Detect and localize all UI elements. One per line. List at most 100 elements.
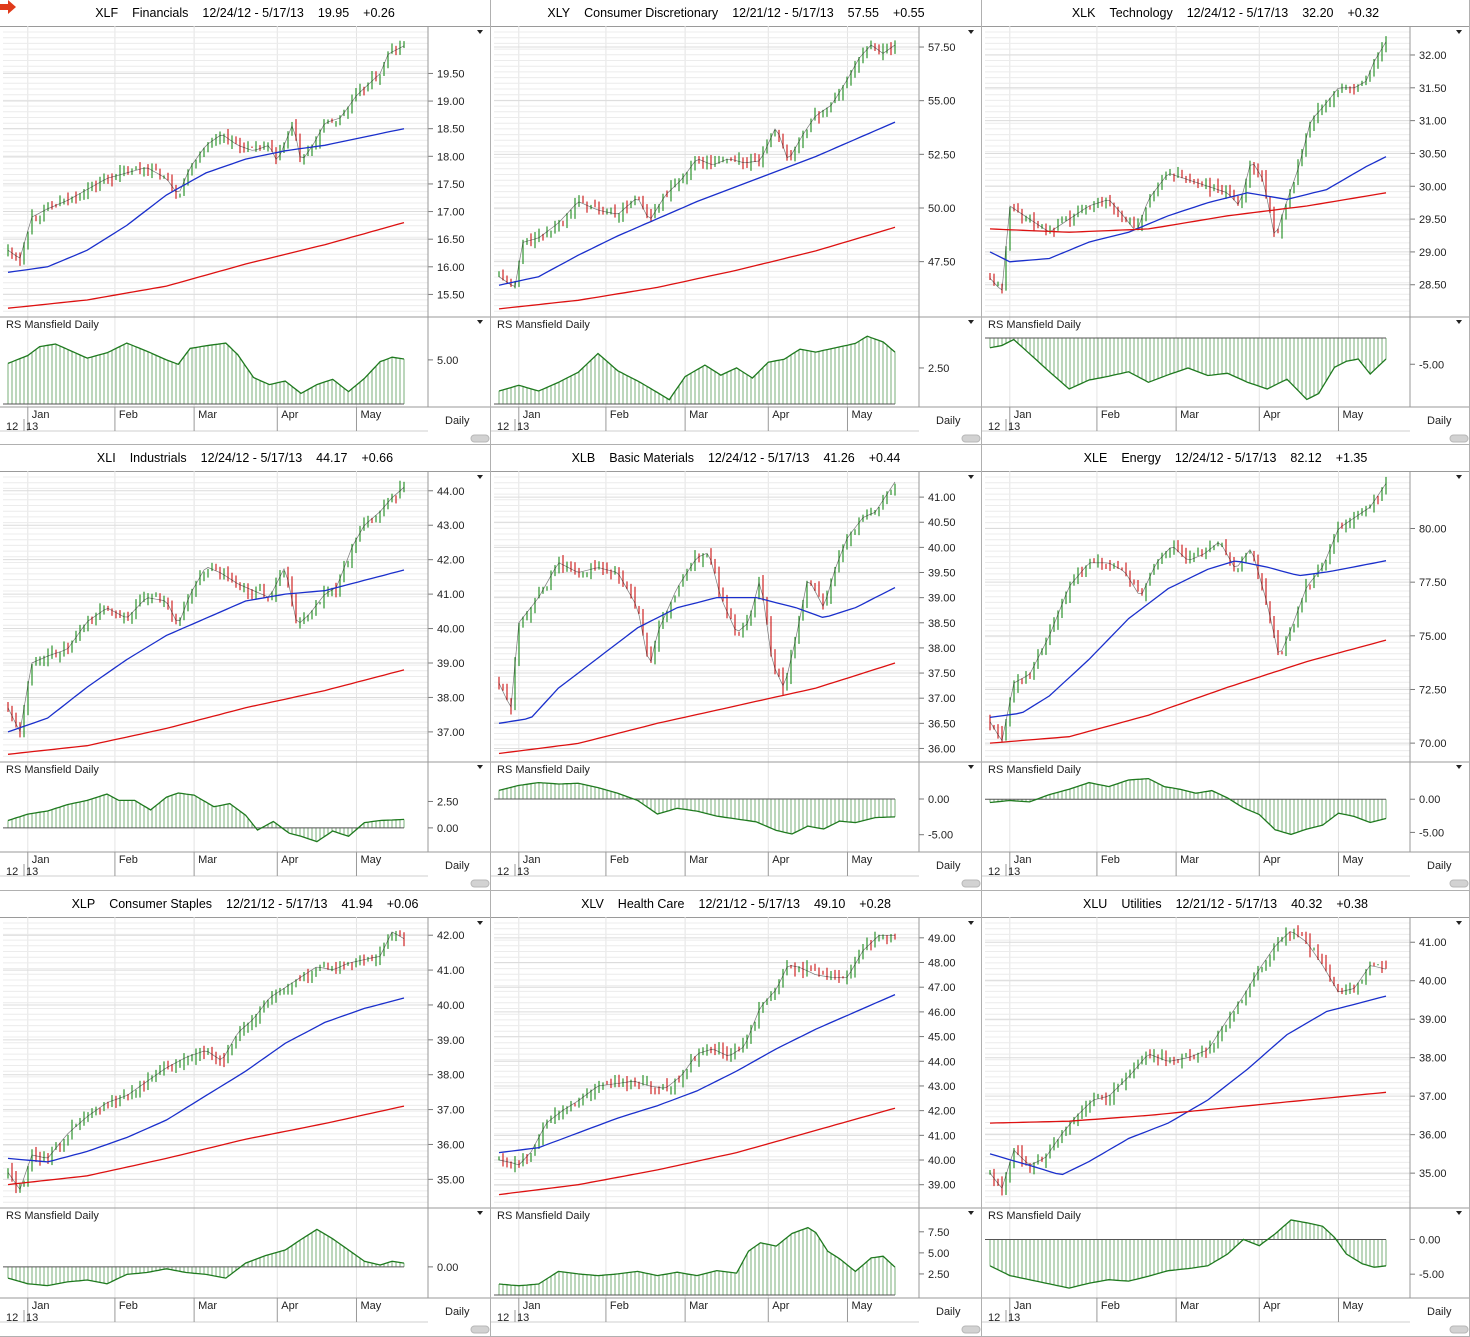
ma-long-line bbox=[989, 639, 1387, 744]
scroll-handle[interactable] bbox=[470, 1325, 490, 1334]
period-label[interactable]: Daily bbox=[936, 1306, 961, 1318]
rs-line bbox=[989, 777, 1387, 836]
ma-long-line bbox=[7, 221, 405, 309]
axis-menu-icon[interactable] bbox=[1456, 30, 1462, 34]
axis-menu-icon[interactable] bbox=[1456, 320, 1462, 324]
price-tick-label: 43.00 bbox=[928, 1081, 956, 1093]
period-label[interactable]: Daily bbox=[445, 1306, 470, 1318]
period-label[interactable]: Daily bbox=[1427, 1306, 1452, 1318]
x-tick-label: Jan bbox=[32, 854, 50, 866]
chart-last-price: 44.17 bbox=[316, 451, 348, 465]
price-tick-label: 37.00 bbox=[928, 693, 956, 705]
chart-panel-xlv[interactable]: XLV Health Care 12/21/12 - 5/17/13 49.10 +0.… bbox=[491, 891, 982, 1337]
axis-menu-icon[interactable] bbox=[968, 320, 974, 324]
price-tick-label: 57.50 bbox=[928, 42, 956, 54]
price-line bbox=[7, 487, 405, 733]
year-label-left: 12 bbox=[6, 866, 18, 878]
chart-panel-xly[interactable]: XLY Consumer Discretionary 12/21/12 - 5/17… bbox=[491, 0, 982, 445]
chart-name: Technology bbox=[1109, 6, 1173, 20]
price-tick-label: 40.00 bbox=[1419, 976, 1447, 988]
rs-tick-label: -5.00 bbox=[928, 830, 953, 842]
chart-name: Health Care bbox=[617, 897, 685, 911]
scroll-handle[interactable] bbox=[961, 1325, 981, 1334]
axis-menu-icon[interactable] bbox=[477, 475, 483, 479]
price-tick-label: 42.00 bbox=[928, 1106, 956, 1118]
chart-last-price: 40.32 bbox=[1291, 897, 1323, 911]
price-tick-label: 37.00 bbox=[437, 1105, 465, 1117]
axis-menu-icon[interactable] bbox=[477, 921, 483, 925]
scroll-handle[interactable] bbox=[1449, 1325, 1469, 1334]
x-tick-label: Jan bbox=[523, 854, 541, 866]
price-tick-label: 70.00 bbox=[1419, 738, 1447, 750]
chart-change: +0.26 bbox=[363, 6, 395, 20]
axis-menu-icon[interactable] bbox=[968, 30, 974, 34]
chart-symbol: XLF bbox=[95, 6, 119, 20]
axis-menu-icon[interactable] bbox=[477, 30, 483, 34]
axis-menu-icon[interactable] bbox=[477, 1211, 483, 1215]
chart-panel-xlu[interactable]: XLU Utilities 12/21/12 - 5/17/13 40.32 +0.38… bbox=[982, 891, 1470, 1337]
period-label[interactable]: Daily bbox=[936, 860, 961, 872]
arrow-right-icon[interactable] bbox=[0, 0, 16, 14]
x-tick-label: Feb bbox=[119, 409, 138, 421]
period-label[interactable]: Daily bbox=[445, 860, 470, 872]
rs-tick-label: 0.00 bbox=[928, 794, 949, 806]
chart-title-bar: XLI Industrials 12/24/12 - 5/17/13 44.17 +0.… bbox=[0, 445, 490, 472]
chart-last-price: 41.26 bbox=[823, 451, 855, 465]
ma-short-line bbox=[989, 156, 1387, 263]
axis-menu-icon[interactable] bbox=[477, 320, 483, 324]
axis-menu-icon[interactable] bbox=[968, 475, 974, 479]
chart-panel-xlk[interactable]: XLK Technology 12/24/12 - 5/17/13 32.20 +0.3… bbox=[982, 0, 1470, 445]
chart-panel-xle[interactable]: XLE Energy 12/24/12 - 5/17/13 82.12 +1.35 70.… bbox=[982, 445, 1470, 891]
chart-svg: 15.50 16.00 16.50 17.00 17.50 18.00 18.50 19.00… bbox=[0, 26, 490, 443]
price-line bbox=[7, 45, 405, 259]
chart-panel-xlb[interactable]: XLB Basic Materials 12/24/12 - 5/17/13 41.2… bbox=[491, 445, 982, 891]
x-tick-label: Feb bbox=[1101, 854, 1120, 866]
price-tick-label: 19.00 bbox=[437, 96, 465, 108]
chart-name: Basic Materials bbox=[609, 451, 694, 465]
period-label[interactable]: Daily bbox=[936, 415, 961, 427]
scroll-handle[interactable] bbox=[1449, 879, 1469, 888]
price-tick-label: 41.00 bbox=[437, 965, 465, 977]
chart-svg: 35.00 36.00 37.00 38.00 39.00 40.00 41.00 RS Ma… bbox=[982, 917, 1469, 1334]
scroll-handle[interactable] bbox=[470, 879, 490, 888]
chart-panel-xli[interactable]: XLI Industrials 12/24/12 - 5/17/13 44.17 +0.… bbox=[0, 445, 491, 891]
axis-menu-icon[interactable] bbox=[968, 921, 974, 925]
price-tick-label: 16.00 bbox=[437, 262, 465, 274]
chart-name: Consumer Staples bbox=[109, 897, 213, 911]
axis-menu-icon[interactable] bbox=[968, 1211, 974, 1215]
price-tick-label: 29.00 bbox=[1419, 247, 1447, 259]
axis-menu-icon[interactable] bbox=[1456, 765, 1462, 769]
scroll-handle[interactable] bbox=[1449, 434, 1469, 443]
scroll-handle[interactable] bbox=[470, 434, 490, 443]
axis-menu-icon[interactable] bbox=[1456, 921, 1462, 925]
ma-long-line bbox=[7, 669, 405, 755]
period-label[interactable]: Daily bbox=[1427, 415, 1452, 427]
x-tick-label: Mar bbox=[198, 409, 217, 421]
chart-panel-xlp[interactable]: XLP Consumer Staples 12/21/12 - 5/17/13 41.… bbox=[0, 891, 491, 1337]
price-line bbox=[989, 483, 1387, 742]
axis-menu-icon[interactable] bbox=[1456, 475, 1462, 479]
period-label[interactable]: Daily bbox=[1427, 860, 1452, 872]
year-label-left: 12 bbox=[6, 421, 18, 433]
price-tick-label: 40.00 bbox=[928, 542, 956, 554]
period-label[interactable]: Daily bbox=[445, 415, 470, 427]
chart-date-range: 12/21/12 - 5/17/13 bbox=[732, 6, 834, 20]
price-tick-label: 45.00 bbox=[928, 1032, 956, 1044]
rs-line bbox=[498, 781, 896, 835]
scroll-handle[interactable] bbox=[961, 879, 981, 888]
chart-change: +1.35 bbox=[1335, 451, 1368, 465]
chart-svg: 70.00 72.50 75.00 77.50 80.00 RS Mansfield Da… bbox=[982, 471, 1469, 888]
year-label-right: 13 bbox=[1008, 866, 1020, 878]
rs-tick-label: 0.00 bbox=[1419, 1234, 1440, 1246]
price-tick-label: 41.00 bbox=[1419, 937, 1447, 949]
x-tick-label: Apr bbox=[772, 1300, 789, 1312]
scroll-handle[interactable] bbox=[961, 434, 981, 443]
axis-menu-icon[interactable] bbox=[477, 765, 483, 769]
axis-menu-icon[interactable] bbox=[1456, 1211, 1462, 1215]
x-tick-label: Apr bbox=[772, 854, 789, 866]
axis-menu-icon[interactable] bbox=[968, 765, 974, 769]
year-label-right: 13 bbox=[26, 421, 38, 433]
price-tick-label: 17.50 bbox=[437, 179, 465, 191]
chart-panel-xlf[interactable]: XLF Financials 12/24/12 - 5/17/13 19.95 +0.2… bbox=[0, 0, 491, 445]
price-tick-label: 77.50 bbox=[1419, 577, 1447, 589]
